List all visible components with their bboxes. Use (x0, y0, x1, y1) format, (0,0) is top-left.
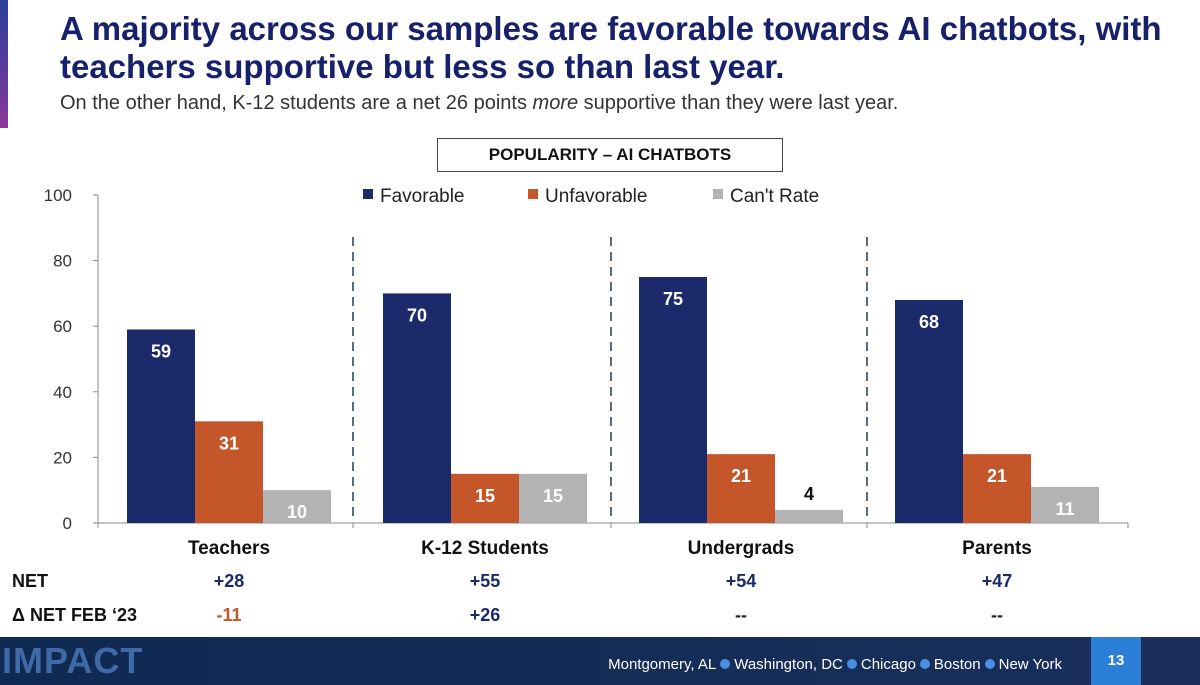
category-label: Teachers (188, 538, 270, 559)
footer-city: Montgomery, AL (608, 656, 717, 673)
accent-bar (0, 0, 8, 128)
city-separator-dot (720, 659, 731, 669)
data-label: 10 (287, 502, 307, 522)
net-row-value: +26 (470, 605, 501, 625)
net-row-value: +47 (982, 571, 1013, 591)
legend-swatch-favorable (363, 189, 373, 199)
bar-teachers-unfavorable (195, 421, 263, 523)
slide-subtitle: On the other hand, K-12 students are a n… (60, 90, 1180, 116)
subtitle-text-end: supportive than they were last year. (578, 92, 899, 114)
footer-city: New York (998, 656, 1062, 673)
footer-city: Boston (933, 656, 981, 673)
bar-teachers-can-t-rate (263, 490, 331, 523)
y-tick-label: 20 (53, 448, 72, 467)
footer-cities: Montgomery, AL Washington, DC Chicago Bosto… (608, 656, 1062, 673)
y-tick-label: 0 (63, 514, 72, 533)
footer-bar: IMPACT Montgomery, AL Washington, DC Chica… (0, 637, 1200, 685)
city-separator-dot (984, 659, 995, 669)
net-row-value: -- (991, 605, 1003, 625)
net-row-value: +28 (214, 571, 245, 591)
data-label: 68 (919, 312, 939, 332)
data-label: 21 (731, 466, 751, 486)
y-tick-label: 80 (53, 252, 72, 271)
net-row-label: Δ NET FEB ‘23 (12, 605, 137, 625)
bar-parents-can-t-rate (1031, 486, 1099, 523)
bar-undergrads-can-t-rate (775, 509, 843, 523)
data-label: 11 (1055, 499, 1074, 519)
legend-swatch-can-t-rate (713, 189, 723, 199)
data-label: 15 (475, 486, 495, 506)
city-separator-dot (846, 659, 857, 669)
footer-city: Washington, DC (734, 656, 843, 673)
bar-teachers-favorable (127, 329, 195, 523)
net-row-value: -- (735, 605, 747, 625)
category-label: Undergrads (688, 538, 795, 559)
data-label: 59 (151, 341, 171, 361)
bar-chart: 0 20 40 60 80 100 Favorable Unfavorable Can't Ra… (12, 186, 1129, 625)
category-label: Parents (962, 538, 1032, 559)
y-tick-label: 40 (53, 383, 72, 402)
net-row-value: +54 (726, 571, 757, 591)
net-row-value: +55 (470, 571, 501, 591)
chart-title: POPULARITY – AI CHATBOTS (437, 138, 783, 172)
data-label: 4 (804, 484, 814, 504)
subtitle-text-start: On the other hand, K-12 students are a n… (60, 92, 533, 114)
legend-label: Unfavorable (545, 186, 647, 207)
bar-k-12-students-favorable (383, 293, 451, 523)
bar-k-12-students-can-t-rate (519, 473, 587, 523)
y-tick-label: 100 (44, 186, 72, 205)
data-label: 15 (543, 486, 563, 506)
legend-swatch-unfavorable (528, 189, 538, 199)
category-label: K-12 Students (421, 538, 549, 559)
bar-parents-unfavorable (963, 454, 1031, 523)
data-label: 31 (219, 433, 239, 453)
bar-k-12-students-unfavorable (451, 473, 519, 523)
slide-title: A majority across our samples are favora… (60, 10, 1162, 85)
bar-undergrads-favorable (639, 277, 707, 523)
net-row-value: -11 (216, 605, 241, 625)
net-row-label: NET (12, 571, 48, 591)
subtitle-emphasis: more (532, 92, 579, 114)
data-label: 75 (663, 289, 683, 309)
legend-label: Favorable (380, 186, 465, 207)
page-number: 13 (1091, 637, 1141, 685)
bar-undergrads-unfavorable (707, 454, 775, 523)
y-tick-label: 60 (53, 317, 72, 336)
bar-parents-favorable (895, 299, 963, 523)
legend-label: Can't Rate (730, 186, 819, 207)
footer-city: Chicago (860, 656, 916, 673)
data-label: 70 (407, 305, 427, 325)
city-separator-dot (919, 659, 930, 669)
data-label: 21 (987, 466, 1007, 486)
impact-logo: IMPACT (2, 640, 144, 681)
